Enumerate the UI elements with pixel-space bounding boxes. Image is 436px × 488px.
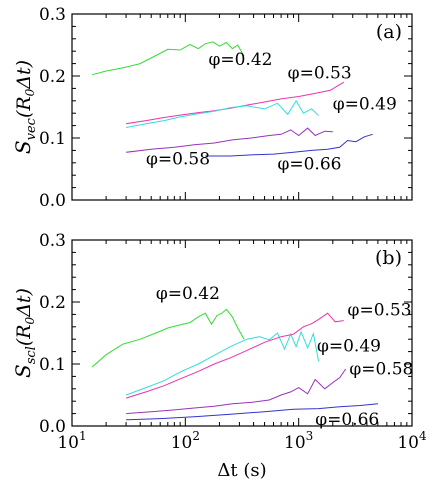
panel-b: 0.0 0.1 0.2 0.3 φ=0.42 φ=0.53 φ=0.49 φ=0.58 φ=0.… [11,231,413,437]
series-annotation: φ=0.58 [146,150,210,170]
y-tick-label: 0.3 [39,231,66,251]
series-annotation: φ=0.66 [277,155,341,175]
y-tick-label: 0.0 [39,417,66,437]
plot-frame [71,13,413,201]
y-tick-label: 0.2 [39,293,66,313]
series-line [126,368,347,415]
panel-a: 0.0 0.1 0.2 0.3 φ=0.42 φ=0.53 φ=0.49 φ=0.58 φ=0.… [11,5,413,211]
series-line [126,81,345,125]
series-annotation: φ=0.53 [348,301,412,321]
panel-label: (a) [376,21,402,43]
series-annotation: φ=0.49 [317,337,381,357]
x-axis-label: Δt (s) [217,460,266,481]
series-annotation: φ=0.42 [156,284,220,304]
y-axis-title: Sscl(R0Δt) [11,288,39,378]
y-tick-label: 0.0 [39,191,66,211]
y-tick-label: 0.1 [39,355,66,375]
series-annotation: φ=0.49 [333,94,397,114]
series-line [91,308,245,368]
series-line [125,330,320,396]
x-tick-label: 104 [397,429,427,453]
x-tick-label: 101 [57,429,86,453]
series-annotation: φ=0.58 [349,360,413,380]
series-line [126,127,333,153]
plot-frame [71,239,413,427]
y-tick-label: 0.3 [39,5,66,25]
series-line [126,403,378,421]
series-line [205,133,373,157]
series-annotation: φ=0.53 [288,63,352,83]
series-line [126,99,319,128]
y-tick-label: 0.1 [39,129,66,149]
series-line [125,312,344,399]
x-tick-label: 102 [171,429,200,453]
panel-label: (b) [375,247,402,269]
series-annotation: φ=0.42 [208,50,272,70]
series-annotation: φ=0.66 [315,410,379,430]
y-tick-label: 0.2 [39,67,66,87]
x-axis-title: 101 102 103 104 Δt (s) [57,429,427,481]
y-axis-title: Svec(R0Δt) [11,60,39,154]
series-line [91,41,245,76]
x-tick-label: 103 [284,429,313,453]
